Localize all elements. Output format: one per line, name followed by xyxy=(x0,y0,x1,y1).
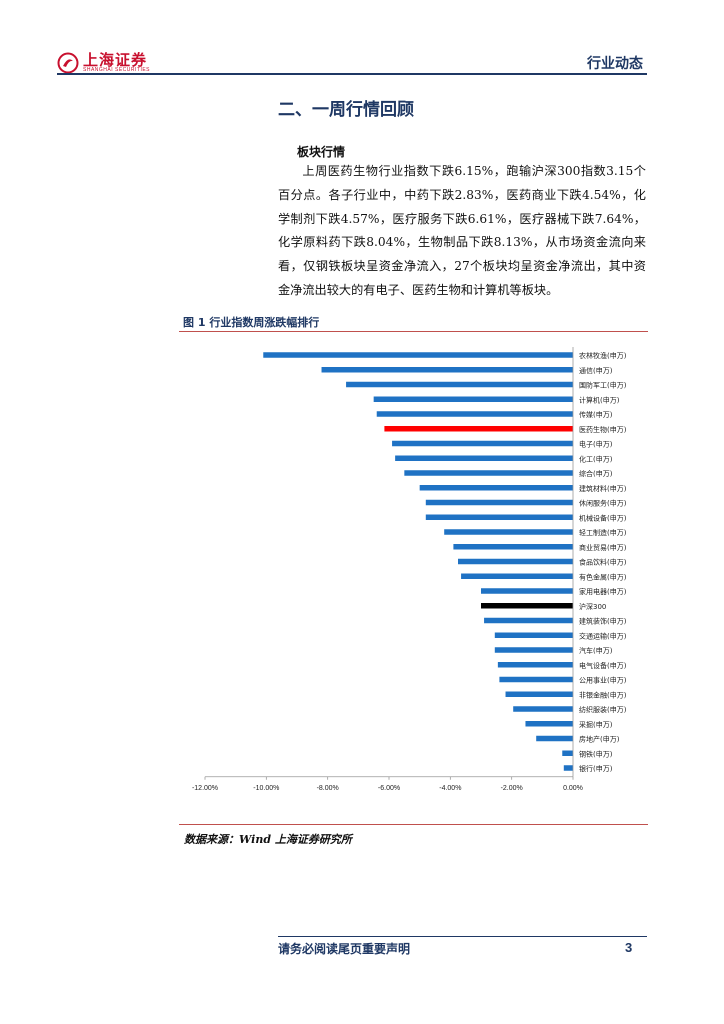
bar-8 xyxy=(404,470,573,476)
x-tick-label-2: -8.00% xyxy=(317,785,339,792)
category-label-25: 采掘(申万) xyxy=(579,720,613,729)
category-label-0: 农林牧渔(申万) xyxy=(579,351,627,360)
bar-4 xyxy=(376,411,573,417)
figure-bottom-rule xyxy=(179,824,648,825)
bar-24 xyxy=(513,706,573,712)
bar-3 xyxy=(373,396,573,402)
bar-16 xyxy=(481,588,573,594)
subheading: 板块行情 xyxy=(297,145,346,159)
bar-1 xyxy=(321,367,573,373)
bar-7 xyxy=(395,455,573,461)
category-label-4: 传媒(申万) xyxy=(579,410,613,419)
bar-13 xyxy=(453,544,573,550)
bar-17 xyxy=(481,603,573,609)
bar-0 xyxy=(263,352,573,358)
bar-28 xyxy=(563,765,573,771)
x-tick-label-4: -4.00% xyxy=(439,785,461,792)
category-label-19: 交通运输(申万) xyxy=(579,631,627,640)
section-title: 二、一周行情回顾 xyxy=(278,100,414,120)
body-paragraph: 上周医药生物行业指数下跌6.15%，跑输沪深300指数3.15个百分点。各子行业… xyxy=(278,164,646,297)
bar-9 xyxy=(419,485,573,491)
category-label-12: 轻工制造(申万) xyxy=(579,528,627,537)
category-label-23: 非银金融(申万) xyxy=(579,690,627,699)
logo-emblem-icon xyxy=(57,52,79,74)
report-type-label: 行业动态 xyxy=(587,56,643,72)
category-label-21: 电气设备(申万) xyxy=(579,661,627,670)
bar-14 xyxy=(458,558,573,565)
category-label-15: 有色金属(申万) xyxy=(579,572,627,581)
bar-23 xyxy=(505,691,573,697)
category-label-20: 汽车(申万) xyxy=(579,646,613,655)
x-tick-label-3: -6.00% xyxy=(378,785,400,792)
category-label-3: 计算机(申万) xyxy=(579,395,620,404)
category-label-6: 电子(申万) xyxy=(579,440,613,449)
bar-15 xyxy=(461,573,573,579)
category-label-9: 建筑材料(申万) xyxy=(579,484,627,493)
category-label-7: 化工(申万) xyxy=(579,454,613,463)
logo-english-name: SHANGHAI SECURITIES xyxy=(83,67,151,73)
page-number: 3 xyxy=(625,940,633,955)
bar-26 xyxy=(536,735,573,742)
category-label-8: 综合(申万) xyxy=(579,469,613,478)
bar-6 xyxy=(392,440,573,447)
page-header: 上海证券 SHANGHAI SECURITIES 行业动态 xyxy=(57,48,647,78)
bar-21 xyxy=(497,662,573,668)
bar-11 xyxy=(425,514,573,520)
bar-20 xyxy=(494,647,573,653)
category-label-11: 机械设备(申万) xyxy=(579,513,627,522)
category-label-28: 银行(申万) xyxy=(579,764,613,773)
category-label-14: 食品饮料(申万) xyxy=(579,558,627,567)
bar-18 xyxy=(484,617,573,624)
x-tick-label-1: -10.00% xyxy=(253,785,279,792)
x-tick-label-5: -2.00% xyxy=(501,785,523,792)
figure-title: 图 1 行业指数周涨跌幅排行 xyxy=(183,316,320,329)
category-label-5: 医药生物(申万) xyxy=(579,425,627,434)
category-label-22: 公用事业(申万) xyxy=(579,676,627,685)
bar-25 xyxy=(525,721,573,727)
logo-chinese-name: 上海证券 xyxy=(83,51,148,69)
category-label-26: 房地产(申万) xyxy=(579,735,620,744)
category-label-16: 家用电器(申万) xyxy=(579,587,627,596)
figure-top-rule xyxy=(179,331,648,332)
bar-12 xyxy=(444,529,573,535)
category-label-1: 通信(申万) xyxy=(579,366,613,375)
company-logo: 上海证券 SHANGHAI SECURITIES xyxy=(57,50,150,76)
category-label-2: 国防军工(申万) xyxy=(579,381,627,390)
footer-divider xyxy=(278,936,647,937)
bar-27 xyxy=(562,750,573,756)
category-label-17: 沪深300 xyxy=(579,602,606,611)
header-divider xyxy=(57,73,647,75)
bar-22 xyxy=(499,676,573,683)
category-label-10: 休闲服务(申万) xyxy=(579,499,627,508)
bar-5 xyxy=(384,426,573,432)
category-label-13: 商业贸易(申万) xyxy=(579,543,627,552)
footer-disclaimer: 请务必阅读尾页重要声明 xyxy=(278,942,411,956)
data-source-note: 数据来源：Wind 上海证券研究所 xyxy=(184,833,352,846)
bar-2 xyxy=(346,381,573,388)
bar-10 xyxy=(425,499,573,506)
x-tick-label-6: 0.00% xyxy=(563,785,583,792)
category-label-18: 建筑装饰(申万) xyxy=(579,617,627,626)
x-tick-label-0: -12.00% xyxy=(192,785,218,792)
category-label-24: 纺织服装(申万) xyxy=(579,705,627,714)
bar-19 xyxy=(494,632,573,638)
category-label-27: 钢铁(申万) xyxy=(579,749,613,758)
industry-weekly-change-chart: 农林牧渔(申万) 通信(申万) 国防军工(申万) 计算机(申万) 传媒(申万) 医药生物(… xyxy=(192,347,627,792)
